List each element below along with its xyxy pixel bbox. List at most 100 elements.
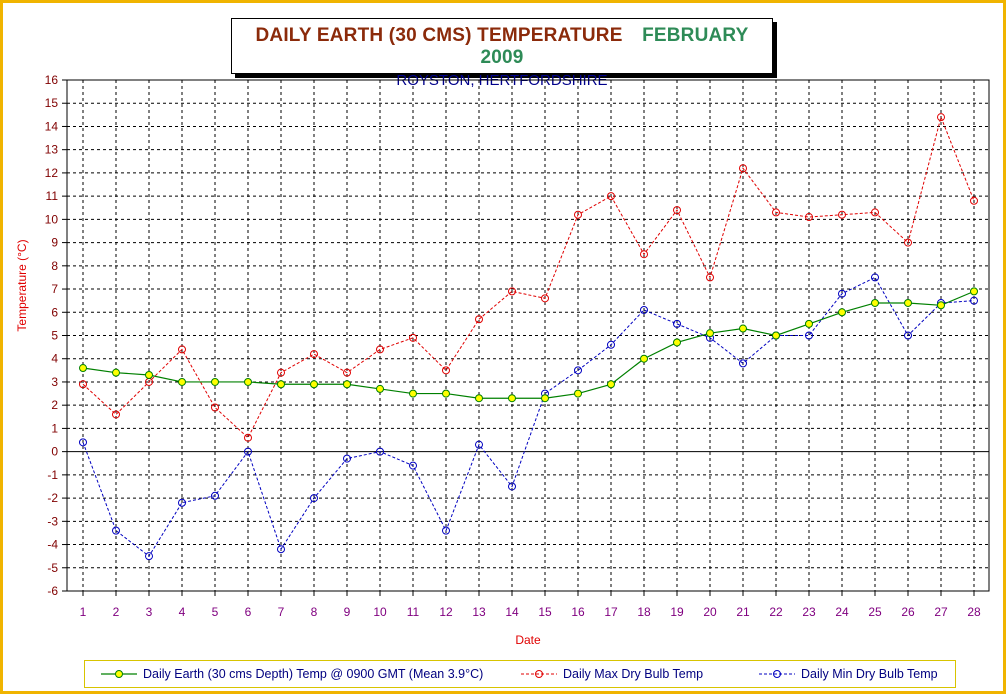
y-tick-label: 10 — [45, 212, 59, 226]
y-tick-label: 16 — [45, 73, 59, 87]
data-point-earth — [244, 377, 252, 386]
y-tick-label: 4 — [51, 352, 58, 366]
y-tick-label: 9 — [51, 236, 58, 250]
data-point-max — [772, 208, 780, 217]
data-point-earth — [706, 329, 714, 338]
data-point-earth — [739, 324, 747, 333]
y-tick-label: 13 — [45, 143, 59, 157]
data-point-max — [376, 345, 384, 354]
data-point-min — [145, 552, 153, 561]
data-point-min — [508, 482, 516, 491]
y-tick-label: 1 — [51, 421, 58, 435]
data-point-max — [145, 377, 153, 386]
y-tick-label: -6 — [47, 584, 58, 598]
x-tick-label: 5 — [212, 605, 219, 619]
data-point-earth — [871, 298, 879, 307]
series — [79, 113, 978, 561]
data-point-min — [640, 305, 648, 314]
data-point-earth — [508, 394, 516, 403]
x-tick-label: 23 — [802, 605, 816, 619]
data-point-max — [706, 273, 714, 282]
data-point-min — [310, 494, 318, 503]
x-tick-label: 22 — [769, 605, 783, 619]
x-tick-label: 27 — [934, 605, 948, 619]
chart-title-line: DAILY EARTH (30 CMS) TEMPERATURE FEBRUAR… — [232, 25, 772, 69]
y-tick-label: -5 — [47, 561, 58, 575]
y-tick-label: 11 — [46, 189, 59, 203]
x-tick-label: 25 — [868, 605, 882, 619]
data-point-earth — [838, 308, 846, 317]
data-point-earth — [970, 287, 978, 296]
y-tick-label: 6 — [51, 305, 58, 319]
data-point-min — [409, 461, 417, 470]
y-tick-label: -1 — [47, 468, 58, 482]
y-tick-label: -3 — [47, 514, 58, 528]
legend-label-max: Daily Max Dry Bulb Temp — [563, 667, 704, 681]
data-point-max — [607, 192, 615, 201]
x-tick-label: 17 — [604, 605, 618, 619]
data-point-max — [310, 350, 318, 359]
data-point-max — [904, 238, 912, 247]
data-point-max — [442, 366, 450, 375]
data-point-max — [574, 210, 582, 219]
data-point-earth — [376, 384, 384, 393]
data-point-max — [871, 208, 879, 217]
y-tick-label: -2 — [47, 491, 58, 505]
data-point-earth — [442, 389, 450, 398]
x-tick-label: 8 — [311, 605, 318, 619]
x-tick-label: 1 — [80, 605, 87, 619]
data-point-earth — [640, 354, 648, 363]
y-tick-label: 14 — [45, 119, 59, 133]
legend: Daily Earth (30 cms Depth) Temp @ 0900 G… — [84, 660, 956, 688]
data-point-max — [112, 410, 120, 419]
data-point-min — [244, 447, 252, 456]
legend-label-min: Daily Min Dry Bulb Temp — [801, 667, 938, 681]
data-point-earth — [343, 380, 351, 389]
x-tick-label: 20 — [703, 605, 717, 619]
data-point-earth — [904, 298, 912, 307]
data-point-earth — [211, 377, 219, 386]
data-point-min — [607, 340, 615, 349]
data-point-max — [508, 287, 516, 296]
x-tick-label: 18 — [637, 605, 651, 619]
chart-title: DAILY EARTH (30 CMS) TEMPERATURE — [255, 25, 623, 46]
data-point-max — [673, 206, 681, 215]
x-tick-label: 12 — [439, 605, 453, 619]
data-point-min — [277, 545, 285, 554]
legend-swatch-min — [759, 670, 795, 678]
data-point-max — [277, 368, 285, 377]
data-point-max — [541, 294, 549, 303]
data-point-min — [838, 289, 846, 298]
grid — [67, 79, 989, 592]
data-point-min — [871, 273, 879, 282]
data-point-min — [112, 526, 120, 535]
x-tick-label: 16 — [571, 605, 585, 619]
data-point-earth — [145, 370, 153, 379]
data-point-max — [805, 213, 813, 222]
x-tick-label: 4 — [179, 605, 186, 619]
x-axis-label: Date — [515, 633, 541, 647]
data-point-max — [739, 164, 747, 173]
x-tick-label: 21 — [736, 605, 750, 619]
x-tick-label: 15 — [538, 605, 552, 619]
data-point-min — [673, 319, 681, 328]
x-tick-label: 26 — [901, 605, 915, 619]
y-tick-label: 2 — [51, 398, 58, 412]
data-point-min — [574, 366, 582, 375]
data-point-max — [79, 380, 87, 389]
data-point-earth — [178, 377, 186, 386]
data-point-earth — [772, 331, 780, 340]
data-point-max — [409, 333, 417, 342]
data-point-earth — [937, 301, 945, 310]
y-tick-label: 3 — [51, 375, 58, 389]
data-point-min — [442, 526, 450, 535]
data-point-earth — [79, 364, 87, 373]
y-axis-label: Temperature (°C) — [15, 239, 29, 331]
axes — [62, 79, 990, 596]
x-tick-label: 2 — [113, 605, 120, 619]
y-tick-label: -4 — [47, 538, 58, 552]
data-point-max — [343, 368, 351, 377]
